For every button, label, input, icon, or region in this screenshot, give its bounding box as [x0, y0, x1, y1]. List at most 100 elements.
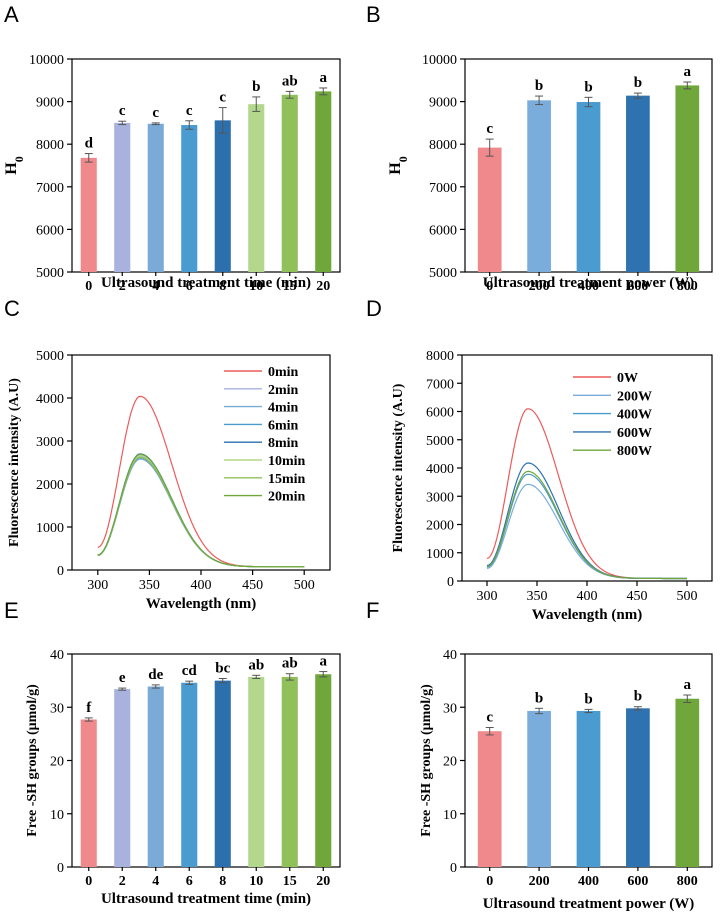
significance-letter: c: [119, 103, 126, 119]
x-tick-label: 400: [578, 874, 599, 889]
y-tick-label: 30: [50, 701, 64, 716]
x-tick-label: 4: [152, 874, 159, 889]
x-tick-label: 20: [316, 279, 330, 294]
bar: [181, 125, 198, 272]
series-line: [97, 453, 305, 568]
bar: [527, 100, 551, 273]
y-tick-label: 10000: [29, 53, 64, 68]
significance-letter: c: [186, 103, 193, 119]
y-tick-label: 10000: [422, 53, 457, 68]
y-tick-label: 8000: [426, 349, 454, 364]
x-tick-label: 8: [219, 279, 226, 294]
x-tick-label: 600: [627, 279, 648, 294]
x-tick-label: 400: [578, 279, 599, 294]
y-tick-label: 7000: [429, 181, 457, 196]
y-tick-label: 0: [57, 564, 64, 579]
x-tick-label: 500: [294, 578, 315, 593]
x-tick-label: 400: [191, 578, 212, 593]
panel-letter-c: C: [4, 296, 20, 321]
series-line: [486, 470, 687, 580]
bar: [248, 104, 265, 272]
legend-label: 600W: [617, 426, 652, 441]
bar: [214, 120, 231, 273]
bar: [147, 123, 164, 272]
y-tick-label: 5000: [36, 349, 64, 364]
bar: [214, 680, 231, 867]
x-tick-label: 10: [249, 279, 263, 294]
y-axis-label-subscript: 0: [12, 156, 26, 162]
y-tick-label: 3000: [36, 435, 64, 450]
significance-letter: b: [634, 689, 642, 705]
y-tick-label: 0: [450, 861, 457, 876]
y-tick-label: 4000: [426, 462, 454, 477]
y-tick-label: 1000: [426, 547, 454, 562]
legend-label: 400W: [617, 408, 652, 423]
legend-label: 20min: [268, 490, 306, 505]
significance-letter: b: [535, 78, 543, 94]
bar: [626, 95, 650, 272]
y-tick-label: 9000: [429, 96, 457, 111]
bar: [80, 157, 97, 272]
y-tick-label: 6000: [36, 223, 64, 238]
x-axis-label: Ultrasound treatment time (min): [101, 891, 311, 907]
significance-letter: de: [148, 667, 163, 683]
panel-letter-f: F: [366, 598, 380, 623]
x-tick-label: 2: [119, 279, 126, 294]
y-tick-label: 0: [447, 575, 454, 590]
y-tick-label: 0: [57, 861, 64, 876]
x-tick-label: 15: [283, 874, 297, 889]
y-tick-label: 10: [50, 808, 64, 823]
bar: [281, 676, 298, 867]
y-axis-label: Fluorescence intensity (A.U): [7, 378, 22, 547]
y-axis-label: Fluorescence intensity (A.U): [391, 383, 406, 552]
x-tick-label: 200: [529, 874, 550, 889]
x-tick-label: 300: [477, 589, 498, 604]
legend-label: 6min: [268, 418, 299, 433]
significance-letter: a: [684, 64, 692, 80]
bar: [477, 731, 502, 867]
y-tick-label: 5000: [36, 266, 64, 281]
y-tick-label: 6000: [429, 223, 457, 238]
y-tick-label: 40: [443, 648, 457, 663]
bar: [114, 122, 131, 273]
panel-letter-a: A: [4, 2, 19, 27]
significance-letter: b: [252, 79, 260, 95]
significance-letter: c: [219, 90, 226, 106]
x-tick-label: 6: [186, 874, 193, 889]
x-tick-label: 6: [186, 279, 193, 294]
legend-label: 800W: [617, 444, 652, 459]
y-tick-label: 1000: [36, 521, 64, 536]
y-axis-label: Free -SH groups (μmol/g): [419, 684, 434, 837]
x-tick-label: 0: [486, 874, 493, 889]
bar: [181, 682, 198, 867]
x-tick-label: 400: [577, 589, 598, 604]
x-tick-label: 4: [152, 279, 159, 294]
legend-label: 0W: [617, 371, 638, 386]
significance-letter: c: [152, 105, 159, 121]
x-tick-label: 15: [283, 279, 297, 294]
x-tick-label: 800: [677, 279, 698, 294]
y-tick-label: 6000: [426, 406, 454, 421]
significance-letter: c: [486, 121, 493, 137]
significance-letter: b: [535, 690, 543, 706]
bar: [576, 710, 601, 867]
y-tick-label: 7000: [426, 377, 454, 392]
x-tick-label: 300: [87, 578, 108, 593]
bar: [315, 674, 332, 867]
significance-letter: ab: [282, 73, 298, 89]
significance-letter: bc: [215, 660, 230, 676]
bar: [80, 719, 97, 867]
y-tick-label: 20: [443, 755, 457, 770]
x-tick-label: 800: [677, 874, 698, 889]
panel-letter-d: D: [366, 296, 382, 321]
x-tick-label: 2: [119, 874, 126, 889]
significance-letter: d: [85, 136, 94, 152]
y-tick-label: 40: [50, 648, 64, 663]
x-tick-label: 350: [527, 589, 548, 604]
x-axis-label: Ultrasound treatment time (min): [101, 275, 311, 291]
legend-label: 15min: [268, 472, 306, 487]
